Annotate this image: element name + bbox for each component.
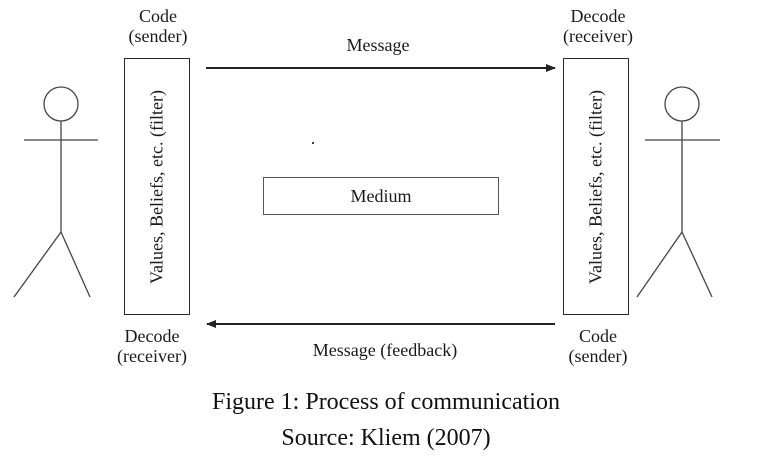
sender-right-leg (60, 231, 91, 298)
sender-code-label-line2: (sender) (128, 26, 188, 46)
sender-filter-box: Values, Beliefs, etc. (filter) (124, 58, 190, 315)
receiver-stick-figure (636, 86, 720, 298)
receiver-filter-label: Values, Beliefs, etc. (filter) (585, 89, 606, 284)
medium-box: Medium (263, 177, 499, 215)
receiver-code-label: Code (sender) (548, 326, 648, 366)
figure-caption: Figure 1: Process of communication (212, 389, 560, 415)
sender-decode-label-line2: (receiver) (117, 346, 187, 366)
feedback-label: Message (feedback) (312, 340, 458, 360)
receiver-decode-label-line2: (receiver) (563, 26, 633, 46)
receiver-code-label-line1: Code (579, 326, 617, 346)
medium-label: Medium (350, 185, 412, 206)
sender-decode-label-line1: Decode (124, 326, 180, 346)
sender-head (43, 86, 79, 122)
sender-code-label-line1: Code (139, 6, 177, 26)
receiver-head (664, 86, 700, 122)
receiver-decode-label-line1: Decode (570, 6, 626, 26)
stray-dot (312, 142, 314, 144)
sender-left-leg (13, 231, 62, 298)
figure-source: Source: Kliem (2007) (281, 425, 491, 451)
sender-filter-label: Values, Beliefs, etc. (filter) (146, 89, 167, 284)
sender-decode-label: Decode (receiver) (102, 326, 202, 366)
receiver-decode-label: Decode (receiver) (548, 6, 648, 46)
sender-code-label: Code (sender) (110, 6, 206, 46)
receiver-right-leg (681, 231, 713, 298)
receiver-code-label-line2: (sender) (568, 346, 628, 366)
receiver-left-leg (636, 231, 683, 298)
receiver-filter-box: Values, Beliefs, etc. (filter) (563, 58, 629, 315)
sender-stick-figure (13, 86, 98, 298)
message-label: Message (346, 35, 410, 55)
